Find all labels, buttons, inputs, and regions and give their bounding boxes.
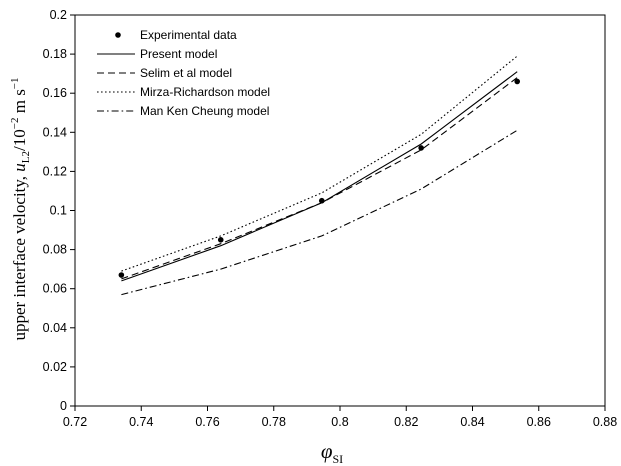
y-tick-label: 0.08 [43, 243, 67, 257]
legend-label-man-ken-cheung-model: Man Ken Cheung model [140, 104, 269, 118]
series-line-selim-et-al-model [121, 77, 518, 280]
x-axis: 0.72 0.74 0.76 0.78 0.8 0.82 0.84 0.86 0.88 [63, 406, 617, 429]
x-tick-label: 0.84 [460, 415, 484, 429]
data-point-experimental-data [514, 78, 521, 85]
legend-label-experimental-data: Experimental data [140, 28, 237, 42]
y-tick-label: 0.12 [43, 164, 67, 178]
series-line-man-ken-cheung-model [121, 129, 518, 296]
y-tick-label: 0.1 [50, 204, 67, 218]
data-point-experimental-data [217, 237, 224, 243]
y-tick-label: 0.16 [43, 86, 67, 100]
legend-marker-experimental-data [115, 32, 121, 38]
x-tick-label: 0.8 [331, 415, 348, 429]
series-layer [118, 55, 521, 296]
legend-label-mirza-richardson-model: Mirza-Richardson model [140, 85, 270, 99]
legend-label-present-model: Present model [140, 47, 217, 61]
x-tick-label: 0.88 [593, 415, 617, 429]
y-tick-label: 0.18 [43, 47, 67, 61]
y-tick-label: 0.06 [43, 282, 67, 296]
data-point-experimental-data [118, 272, 125, 278]
data-point-experimental-data [418, 145, 424, 151]
x-tick-label: 0.72 [63, 415, 87, 429]
x-tick-label: 0.78 [262, 415, 286, 429]
y-tick-label: 0.2 [50, 8, 67, 22]
y-axis: 0 0.02 0.04 0.06 0.08 0.1 0.12 0.14 0.16 0.18 0.2 [43, 8, 75, 413]
x-tick-label: 0.82 [394, 415, 418, 429]
legend: Experimental data Present model Selim et a… [97, 28, 270, 118]
x-axis-title: φSI [321, 439, 343, 466]
legend-label-selim-et-al-model: Selim et al model [140, 66, 232, 80]
y-tick-label: 0.04 [43, 321, 67, 335]
x-tick-label: 0.74 [129, 415, 153, 429]
y-tick-label: 0 [60, 399, 67, 413]
y-axis-title: upper interface velocity, uL2/10−2 m s−1 [9, 77, 32, 340]
y-tick-label: 0.02 [43, 360, 67, 374]
x-tick-label: 0.86 [527, 415, 551, 429]
y-tick-label: 0.14 [43, 125, 67, 139]
x-tick-label: 0.76 [195, 415, 219, 429]
